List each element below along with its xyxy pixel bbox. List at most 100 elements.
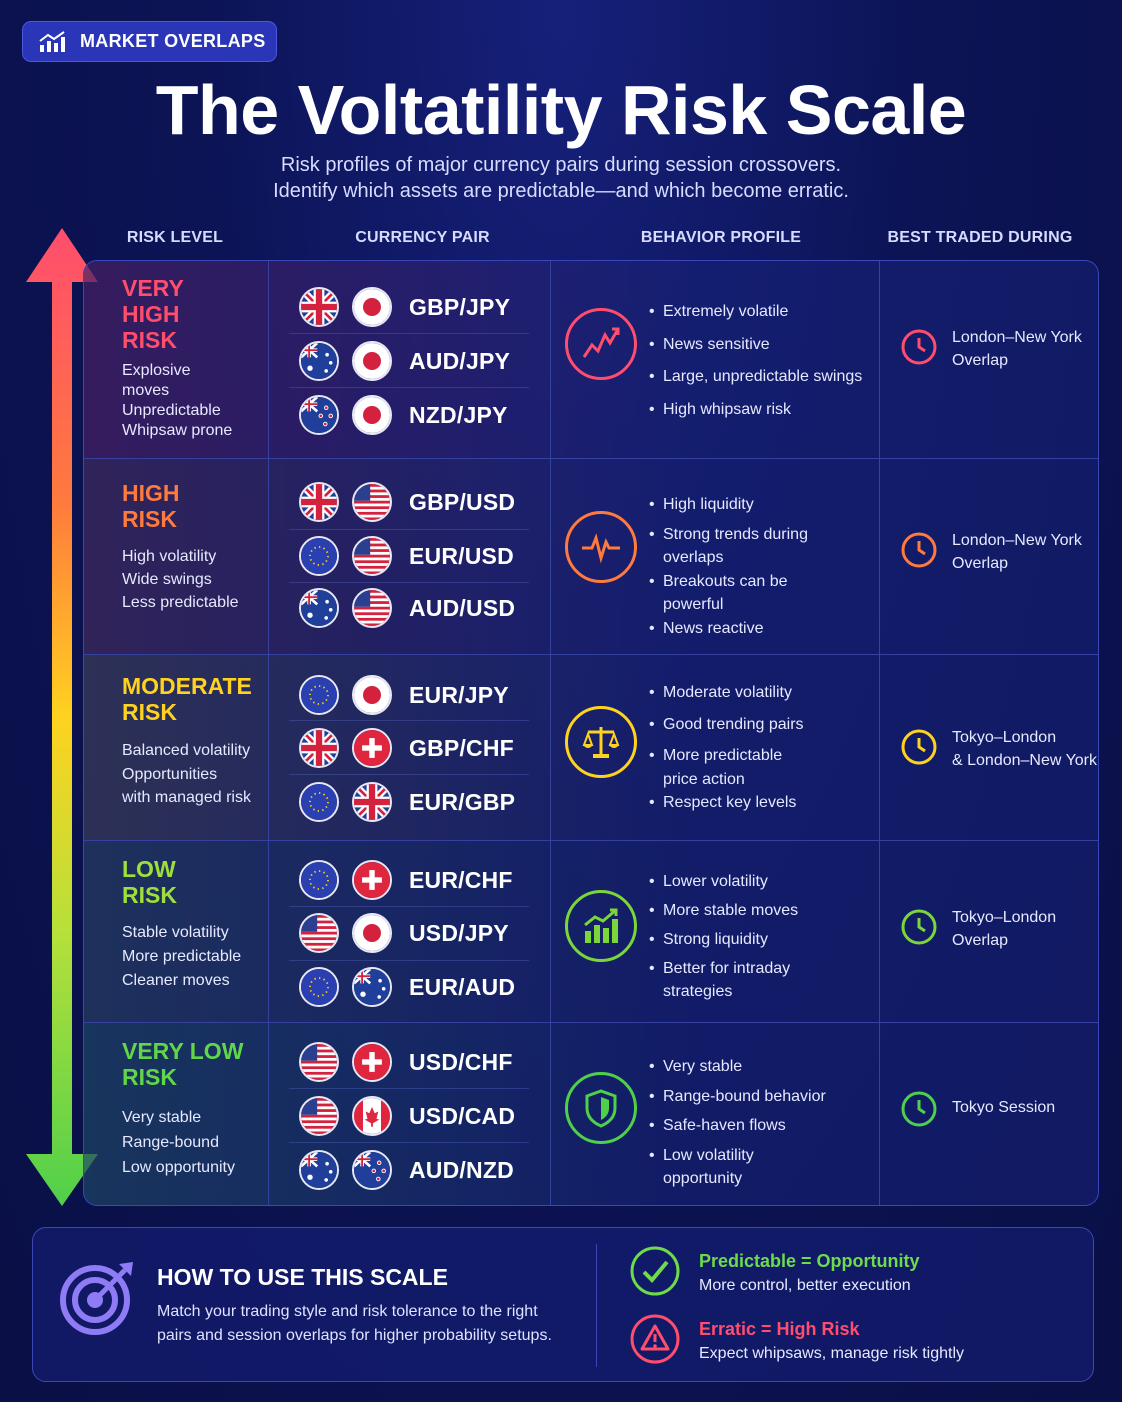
currency-pair-item: AUD/USD <box>299 581 524 635</box>
currency-pair-name: EUR/JPY <box>409 681 509 708</box>
currency-pair-cell: EUR/JPY GBP/CHF EUR/GBP <box>269 655 551 840</box>
risk-level-cell: VERY HIGH RISK Explosive moves Unpredictable… <box>84 261 269 458</box>
best-traded-cell: London–New York Overlap <box>880 261 1098 458</box>
swiss-flag-icon <box>352 860 392 900</box>
currency-pair-name: GBP/CHF <box>409 734 514 761</box>
behavior-bullet-continuation: powerful <box>663 596 724 613</box>
behavior-bullets: Lower volatility More stable moves Stron… <box>649 870 798 1003</box>
eu-flag-icon <box>299 536 339 576</box>
session-item: London–New York Overlap <box>900 531 1082 575</box>
risk-level-cell: MODERATE RISK Balanced volatility Opportun… <box>84 655 269 840</box>
behavior-bullet: Moderate volatility <box>649 681 804 705</box>
japan-flag-icon <box>352 341 392 381</box>
behavior-bullet: Strong trends during <box>649 523 808 547</box>
behavior-bullet: Range-bound behavior <box>649 1085 826 1109</box>
australia-flag-icon <box>299 1150 339 1190</box>
usa-flag-icon <box>299 913 339 953</box>
behavior-bullet: High whipsaw risk <box>649 394 862 427</box>
target-icon <box>60 1262 133 1335</box>
behavior-bullet: Extremely volatile <box>649 296 862 329</box>
japan-flag-icon <box>352 913 392 953</box>
risk-level-title: VERY HIGH RISK <box>122 275 184 353</box>
risk-gradient-arrow <box>26 228 98 1206</box>
behavior-bullet: Low volatility <box>649 1144 826 1168</box>
check-circle-icon <box>630 1246 680 1296</box>
clock-icon <box>901 1091 937 1127</box>
japan-flag-icon <box>352 675 392 715</box>
key-predictable-title: Predictable = Opportunity <box>699 1251 920 1271</box>
currency-pair-cell: EUR/CHF USD/JPY EUR/AUD <box>269 841 551 1022</box>
risk-level-description: Stable volatility More predictable Cleaner… <box>122 924 242 989</box>
column-header-behavior-profile: BEHAVIOR PROFILE <box>640 229 802 246</box>
shield-icon <box>565 1072 637 1144</box>
column-header-currency-pair: CURRENCY PAIR <box>355 229 490 246</box>
currency-pair-name: AUD/USD <box>409 594 516 621</box>
session-item: Tokyo Session <box>900 1090 1055 1128</box>
balance-scale-icon <box>565 706 637 778</box>
currency-pair-item: USD/CHF <box>299 1035 524 1089</box>
session-item: Tokyo–London Overlap <box>900 908 1056 952</box>
usa-flag-icon <box>352 482 392 522</box>
best-traded-cell: Tokyo–London & London–New York <box>880 655 1098 840</box>
best-traded-cell: Tokyo Session <box>880 1023 1098 1205</box>
currency-pair-name: NZD/JPY <box>409 401 508 428</box>
currency-pair-name: GBP/JPY <box>409 293 511 320</box>
pulse-icon <box>565 511 637 583</box>
uk-flag-icon <box>352 782 392 822</box>
how-to-divider <box>596 1244 597 1367</box>
risk-level-description: Very stable Range-bound Low opportunity <box>122 1109 235 1176</box>
currency-pair-item: AUD/JPY <box>299 334 524 388</box>
how-to-use-panel: HOW TO USE THIS SCALE Match your trading… <box>32 1227 1094 1382</box>
session-label: London–New York Overlap <box>952 532 1082 572</box>
japan-flag-icon <box>352 395 392 435</box>
behavior-profile-cell: Moderate volatility Good trending pairs … <box>551 655 880 840</box>
session-item: London–New York Overlap <box>900 328 1082 372</box>
market-overlaps-badge: MARKET OVERLAPS <box>22 21 277 62</box>
risk-level-title: HIGH RISK <box>122 480 180 532</box>
risk-row-moderate: MODERATE RISK Balanced volatility Opportun… <box>84 654 1098 840</box>
uk-flag-icon <box>299 482 339 522</box>
behavior-bullet: Large, unpredictable swings <box>649 361 862 394</box>
session-label: Tokyo Session <box>952 1099 1056 1116</box>
session-label: London–New York Overlap <box>952 329 1082 369</box>
uk-flag-icon <box>299 287 339 327</box>
risk-level-description: Explosive moves Unpredictable Whipsaw prone <box>122 362 233 439</box>
australia-flag-icon <box>299 341 339 381</box>
clock-icon <box>901 909 937 945</box>
currency-pair-name: EUR/USD <box>409 542 514 569</box>
behavior-bullets: Moderate volatility Good trending pairs … <box>649 681 804 815</box>
behavior-bullet: Strong liquidity <box>649 928 798 951</box>
japan-flag-icon <box>352 287 392 327</box>
session-label: Tokyo–London Overlap <box>952 909 1057 949</box>
currency-pair-item: USD/JPY <box>299 906 524 960</box>
risk-level-description: High volatility Wide swings Less predictab… <box>122 548 239 611</box>
column-header-best-traded-during: BEST TRADED DURING <box>887 229 1073 246</box>
usa-flag-icon <box>299 1096 339 1136</box>
session-item: Tokyo–London & London–New York <box>900 728 1097 772</box>
key-erratic-subtitle: Expect whipsaws, manage risk tightly <box>699 1345 964 1362</box>
behavior-bullet-continuation: strategies <box>663 983 733 1000</box>
currency-pair-name: EUR/GBP <box>409 788 516 815</box>
chart-volatile-icon <box>565 308 637 380</box>
currency-pair-item: USD/CAD <box>299 1089 524 1143</box>
risk-level-title: MODERATE RISK <box>122 673 252 725</box>
currency-pair-name: EUR/CHF <box>409 866 513 893</box>
behavior-bullets: High liquidity Strong trends during over… <box>649 493 808 640</box>
eu-flag-icon <box>299 967 339 1007</box>
usa-flag-icon <box>352 588 392 628</box>
behavior-bullet: News sensitive <box>649 329 862 362</box>
currency-pair-name: AUD/JPY <box>409 347 511 374</box>
best-traded-cell: Tokyo–London Overlap <box>880 841 1098 1022</box>
behavior-bullet: Very stable <box>649 1055 826 1079</box>
bar-chart-trend-icon <box>39 30 65 52</box>
risk-row-high: HIGH RISK High volatility Wide swings Less … <box>84 458 1098 654</box>
risk-row-very-high: VERY HIGH RISK Explosive moves Unpredictable… <box>84 261 1098 458</box>
risk-level-cell: LOW RISK Stable volatility More predictabl… <box>84 841 269 1022</box>
usa-flag-icon <box>352 536 392 576</box>
badge-label: MARKET OVERLAPS <box>80 31 266 51</box>
behavior-profile-cell: High liquidity Strong trends during over… <box>551 459 880 654</box>
eu-flag-icon <box>299 782 339 822</box>
currency-pair-item: EUR/CHF <box>299 853 524 907</box>
best-traded-cell: London–New York Overlap <box>880 459 1098 654</box>
warning-icon <box>630 1314 680 1364</box>
